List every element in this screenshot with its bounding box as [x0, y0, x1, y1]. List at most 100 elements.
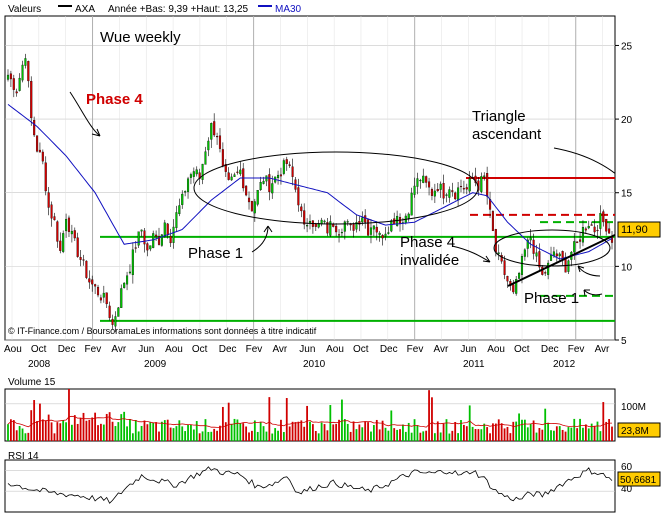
last-price-tag [617, 221, 661, 238]
candle-body [140, 229, 143, 232]
volume-bar [248, 432, 250, 441]
triangle-arrow-curve [553, 147, 615, 175]
volume-bar [486, 427, 489, 441]
volume-bar [245, 426, 248, 441]
volume-bar [529, 423, 532, 441]
volume-bar [39, 403, 41, 441]
volume-bar [335, 423, 338, 441]
candle-body [547, 262, 550, 275]
candle-body [157, 236, 161, 245]
candle-body [143, 230, 146, 245]
candle-body [218, 135, 222, 149]
candle-body [387, 232, 390, 234]
volume-bar [262, 426, 265, 441]
volume-bar [158, 431, 160, 441]
annotation-phase1-right: Phase 1 [524, 290, 579, 307]
candle-body [134, 247, 137, 249]
volume-bar [494, 423, 497, 441]
candle-body [35, 135, 39, 152]
candle-body [120, 288, 123, 308]
volume-bar [10, 419, 12, 441]
volume-bar [428, 390, 430, 441]
volume-bar [320, 422, 323, 441]
volume-bar [36, 421, 38, 441]
volume-bar [433, 433, 436, 441]
support-resistance-lines [100, 177, 615, 322]
candle-body [535, 252, 538, 257]
volume-bar [62, 420, 65, 441]
price-tick-label: 15 [621, 189, 633, 200]
annotation-triangle-1: Triangle [472, 108, 526, 125]
candle-body [326, 222, 329, 234]
volume-bar [68, 389, 70, 441]
volume-bar [538, 428, 541, 441]
month-label: Oct [353, 344, 369, 355]
volume-bar [137, 431, 140, 441]
candle-body [117, 307, 120, 317]
candle-body [216, 136, 219, 138]
consolidation-ellipse-left [193, 151, 479, 225]
volume-bar [169, 427, 172, 441]
candle-body [131, 249, 134, 276]
candle-body [15, 91, 18, 94]
volume-bar [509, 433, 512, 441]
candle-body [85, 260, 88, 278]
month-label: Avr [434, 344, 449, 355]
rsi-tick-60: 60 [621, 462, 633, 473]
candle-body [73, 230, 76, 239]
volume-bar [547, 422, 550, 441]
candle-body [425, 176, 428, 183]
candle-body [123, 282, 126, 288]
price-grid [5, 16, 615, 341]
volume-bar [297, 421, 300, 441]
volume-bar [236, 419, 239, 441]
candle-body [96, 286, 100, 296]
month-label: Fev [407, 344, 424, 355]
volume-bar [76, 423, 79, 441]
volume-bar [282, 432, 285, 441]
volume-bar [596, 421, 599, 441]
month-label: Dec [380, 344, 398, 355]
year-label: 2008 [28, 359, 51, 370]
candle-body [323, 220, 326, 223]
candle-body [233, 174, 236, 177]
volume-bar [239, 423, 242, 441]
volume-bar [82, 412, 85, 441]
candle-body [230, 176, 233, 181]
candle-body [375, 226, 378, 233]
candle-body [239, 169, 242, 175]
candle-body [44, 162, 47, 192]
volume-bars [7, 389, 613, 441]
volume-bar [65, 422, 67, 441]
candle-body [297, 187, 300, 206]
volume-bar [294, 422, 297, 441]
candle-body [506, 275, 509, 282]
volume-bar [358, 424, 361, 441]
month-label: Jun [299, 344, 315, 355]
volume-bar [381, 420, 384, 441]
candle-body [526, 239, 529, 249]
month-label: Dec [58, 344, 76, 355]
candle-body [529, 237, 532, 241]
candle-body [317, 223, 320, 228]
candle-body [186, 178, 190, 192]
volume-bar [53, 433, 56, 441]
annotation-phase1-left: Phase 1 [188, 245, 243, 262]
candle-body [433, 190, 436, 197]
candle-body [184, 191, 187, 193]
volume-bar [338, 419, 340, 441]
candle-body [352, 223, 355, 231]
candle-body [166, 223, 169, 236]
annotation-triangle-2: ascendant [472, 126, 542, 143]
candle-body [384, 233, 387, 237]
month-label: Oct [514, 344, 530, 355]
volume-bar [349, 431, 352, 441]
volume-bar [56, 422, 59, 441]
volume-bar [396, 429, 399, 441]
volume-bar [541, 429, 544, 441]
candle-body [416, 178, 419, 187]
candle-body [221, 149, 224, 167]
candle-body [584, 228, 587, 231]
volume-bar [341, 399, 343, 441]
